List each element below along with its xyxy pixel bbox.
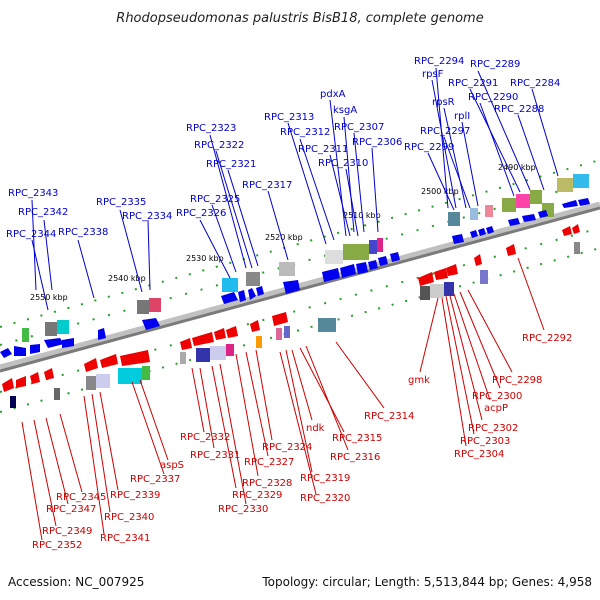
gene-label: RPC_2328 <box>242 478 292 489</box>
gene-label: RPC_2331 <box>190 450 240 461</box>
gene-label: RPC_2294 <box>414 56 464 67</box>
gene-label: RPC_2337 <box>130 474 180 485</box>
gene-label: RPC_2316 <box>330 452 380 463</box>
gene-label: gmk <box>408 375 430 386</box>
gene-label: RPC_2306 <box>352 137 402 148</box>
gene-label: RPC_2302 <box>468 423 518 434</box>
accession-label: Accession: NC_007925 <box>8 575 144 589</box>
gene-label: RPC_2320 <box>300 493 350 504</box>
top-outer-guide <box>0 159 600 328</box>
map-title: Rhodopseudomonas palustris BisB18, compl… <box>116 11 483 26</box>
gene-label: RPC_2349 <box>42 526 92 537</box>
kbp-label: 2530 kbp <box>186 254 224 263</box>
gene-label: acpP <box>484 403 508 414</box>
gene-label: RPC_2327 <box>244 457 294 468</box>
bottom-outer-guide <box>0 247 600 413</box>
gene-label: RPC_2312 <box>280 127 330 138</box>
gene-label: RPC_2329 <box>232 490 282 501</box>
bottom-feature-boxes <box>10 242 580 408</box>
kbp-label: 2500 kbp <box>421 187 459 196</box>
gene-label: RPC_2324 <box>262 442 312 453</box>
gene-label: RPC_2343 <box>8 188 58 199</box>
gene-label: RPC_2345 <box>56 492 106 503</box>
gene-label: RPC_2347 <box>46 504 96 515</box>
gene-label: rpsF <box>422 69 444 80</box>
gene-label: RPC_2338 <box>58 227 108 238</box>
kbp-label: 2490 kbp <box>498 163 536 172</box>
gene-label: RPC_2289 <box>470 59 520 70</box>
kbp-label: 2540 kbp <box>108 274 146 283</box>
gene-label: ksgA <box>333 105 357 116</box>
gene-label: pdxA <box>320 89 346 100</box>
gene-label: RPC_2344 <box>6 229 56 240</box>
top-strand-genes <box>0 198 590 358</box>
gene-label: RPC_2335 <box>96 197 146 208</box>
gene-label: aspS <box>160 460 184 471</box>
gene-label: RPC_2334 <box>122 211 172 222</box>
gene-label: RPC_2330 <box>218 504 268 515</box>
gene-label: RPC_2317 <box>242 180 292 191</box>
backbone-highlight <box>0 201 600 372</box>
gene-label: RPC_2315 <box>332 433 382 444</box>
bottom-strand-genes <box>2 224 580 392</box>
gene-label: RPC_2298 <box>492 375 542 386</box>
gene-label: RPC_2323 <box>186 123 236 134</box>
gene-label: RPC_2342 <box>18 207 68 218</box>
gene-label: RPC_2292 <box>522 333 572 344</box>
gene-label: ndk <box>306 423 325 434</box>
bottom-gene-labels: RPC_2292 gmk RPC_2298 RPC_2300 acpP RPC_… <box>32 333 572 551</box>
gene-label: RPC_2288 <box>494 104 544 115</box>
bottom-leader-lines <box>21 257 545 541</box>
gene-label: RPC_2290 <box>468 92 518 103</box>
top-leader-lines <box>31 67 559 311</box>
gene-label: RPC_2304 <box>454 449 504 460</box>
gene-label: RPC_2299 <box>404 142 454 153</box>
gene-label: RPC_2319 <box>300 473 350 484</box>
top-feature-boxes <box>22 174 589 342</box>
gene-label: RPC_2321 <box>206 159 256 170</box>
gene-label: RPC_2326 <box>176 208 226 219</box>
gene-label: RPC_2284 <box>510 78 560 89</box>
gene-label: RPC_2340 <box>104 512 154 523</box>
gene-label: RPC_2311 <box>298 144 348 155</box>
gene-label: RPC_2332 <box>180 432 230 443</box>
kbp-label: 2520 kbp <box>265 233 303 242</box>
gene-label: RPC_2297 <box>420 126 470 137</box>
genome-summary: Topology: circular; Length: 5,513,844 bp… <box>261 575 592 589</box>
gene-label: rpsR <box>432 97 455 108</box>
gene-label: RPC_2325 <box>190 194 240 205</box>
top-gene-labels: RPC_2343 RPC_2342 RPC_2344 RPC_2338 RPC_… <box>6 56 560 240</box>
gene-label: RPC_2300 <box>472 391 522 402</box>
gene-label: RPC_2339 <box>110 490 160 501</box>
gene-label: RPC_2303 <box>460 436 510 447</box>
gene-label: RPC_2313 <box>264 112 314 123</box>
gene-label: RPC_2310 <box>318 158 368 169</box>
gene-label: RPC_2307 <box>334 122 384 133</box>
gene-label: rplI <box>454 111 470 122</box>
kbp-label: 2550 kbp <box>30 293 68 302</box>
gene-label: RPC_2291 <box>448 78 498 89</box>
gene-label: RPC_2341 <box>100 533 150 544</box>
gene-label: RPC_2314 <box>364 411 414 422</box>
gene-label: RPC_2352 <box>32 540 82 551</box>
gene-label: RPC_2322 <box>194 140 244 151</box>
backbone-line <box>0 206 600 373</box>
